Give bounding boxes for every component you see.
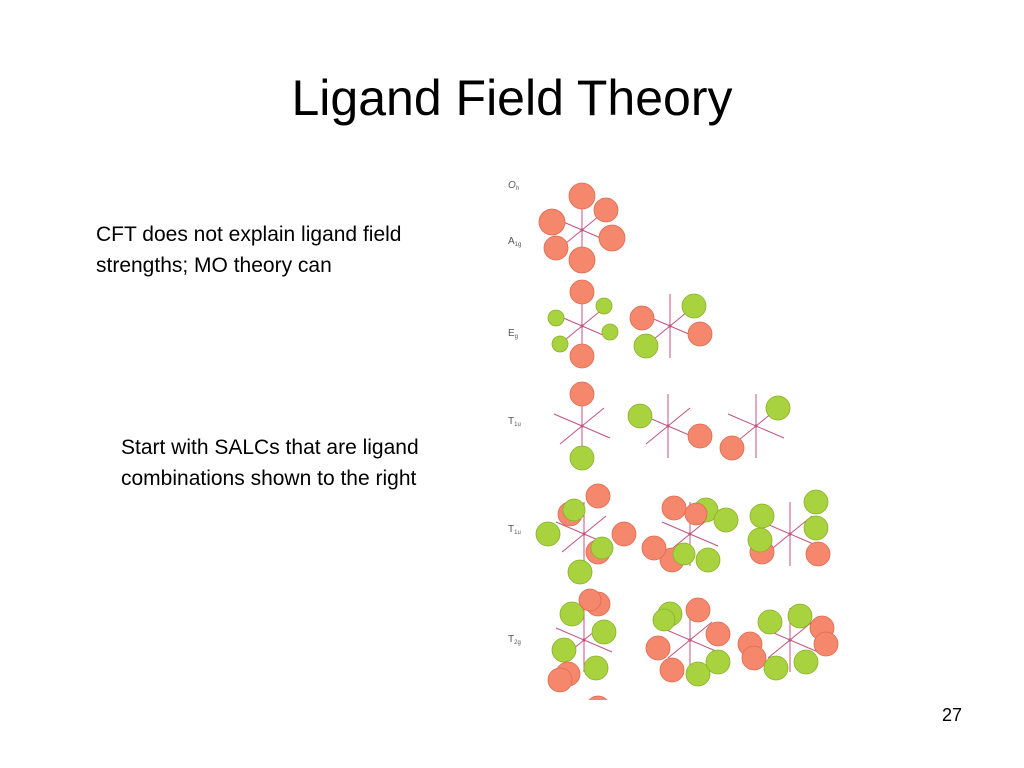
salc-8-lobe-2 bbox=[803, 489, 829, 515]
salc-9-lobe-4 bbox=[583, 655, 609, 681]
salc-1-lobe-5 bbox=[595, 297, 613, 315]
salc-9-lobe-2 bbox=[591, 619, 617, 645]
salc-2-lobe-0 bbox=[629, 305, 655, 331]
salc-11-lobe-0 bbox=[757, 609, 783, 635]
salc-9-lobe-0 bbox=[559, 601, 585, 627]
salc-11-lobe-6 bbox=[763, 655, 789, 681]
salc-1-lobe-4 bbox=[551, 335, 569, 353]
salc-4-lobe-0 bbox=[627, 403, 653, 429]
row-label-t1u-b: T1u bbox=[508, 524, 521, 536]
salc-9-lobe-6 bbox=[547, 667, 573, 693]
salc-1-lobe-2 bbox=[547, 309, 565, 327]
salc-8-axes bbox=[761, 502, 819, 566]
salc-11-lobe-1 bbox=[787, 603, 813, 629]
salc-7-lobe-0 bbox=[661, 495, 687, 521]
salc-1-lobe-0 bbox=[569, 279, 595, 305]
salc-5-lobe-1 bbox=[719, 435, 745, 461]
salc-8-lobe-4 bbox=[805, 541, 831, 567]
salc-8-lobe-0 bbox=[749, 503, 775, 529]
salc-6-lobe-6 bbox=[567, 559, 593, 585]
salc-8-lobe-5 bbox=[747, 527, 773, 553]
salc-0-lobe-3 bbox=[598, 224, 626, 252]
salc-0-lobe-0 bbox=[568, 182, 596, 210]
salc-6-lobe-4 bbox=[535, 521, 561, 547]
salc-3-lobe-1 bbox=[569, 445, 595, 471]
salc-2-lobe-1 bbox=[687, 321, 713, 347]
salc-0-lobe-2 bbox=[538, 208, 566, 236]
salc-11-lobe-3 bbox=[813, 631, 839, 657]
salc-9-lobe-3 bbox=[551, 637, 577, 663]
page-number: 27 bbox=[941, 705, 962, 725]
salc-4-axes bbox=[639, 394, 697, 458]
salc-0-lobe-5 bbox=[593, 197, 619, 223]
salc-7-lobe-4 bbox=[641, 535, 667, 561]
salc-cutoff-lobe bbox=[588, 695, 608, 700]
point-group-label: Oh bbox=[508, 180, 520, 192]
salc-11-lobe-7 bbox=[793, 649, 819, 675]
salc-6-lobe-7 bbox=[585, 483, 611, 509]
slide-title: Ligand Field Theory bbox=[291, 70, 733, 126]
salc-8-lobe-3 bbox=[803, 515, 829, 541]
salc-7-lobe-3 bbox=[695, 547, 721, 573]
salc-0-lobe-4 bbox=[543, 235, 569, 261]
salc-10-lobe-3 bbox=[645, 635, 671, 661]
salc-6-lobe-5 bbox=[611, 521, 637, 547]
salc-2-lobe-3 bbox=[633, 333, 659, 359]
salc-2-lobe-2 bbox=[681, 293, 707, 319]
salc-0-lobe-1 bbox=[568, 246, 596, 274]
salc-1-lobe-1 bbox=[569, 343, 595, 369]
row-label-t1u-a: T1u bbox=[508, 416, 521, 428]
salc-10-lobe-5 bbox=[685, 661, 711, 687]
salc-10-lobe-4 bbox=[659, 657, 685, 683]
salc-7-lobe-5 bbox=[713, 507, 739, 533]
salc-5-lobe-0 bbox=[765, 395, 791, 421]
salc-10-lobe-1 bbox=[685, 597, 711, 623]
salc-6-lobe-3 bbox=[590, 536, 614, 560]
row-label-t2g: T2g bbox=[508, 634, 521, 646]
salc-4-lobe-1 bbox=[687, 423, 713, 449]
salc-statement: Start with SALCs that are ligand combina… bbox=[121, 436, 419, 490]
row-label-a1g: A1g bbox=[508, 236, 521, 248]
salc-diagram: Oh A1g Eg T1u T1u T2g bbox=[508, 180, 839, 700]
salc-6-lobe-2 bbox=[562, 498, 586, 522]
salc-10-lobe-6 bbox=[705, 649, 731, 675]
salc-3-lobe-0 bbox=[569, 381, 595, 407]
salc-10-lobe-2 bbox=[705, 621, 731, 647]
salc-7-lobe-6 bbox=[672, 542, 696, 566]
cft-statement: CFT does not explain ligand field streng… bbox=[96, 223, 402, 277]
salc-1-lobe-3 bbox=[601, 323, 619, 341]
row-label-eg: Eg bbox=[508, 328, 518, 340]
salc-11-lobe-5 bbox=[741, 645, 767, 671]
salc-9-lobe-7 bbox=[578, 588, 602, 612]
salc-7-lobe-7 bbox=[684, 502, 708, 526]
salc-10-lobe-7 bbox=[652, 608, 676, 632]
salc-orbitals bbox=[535, 182, 839, 700]
